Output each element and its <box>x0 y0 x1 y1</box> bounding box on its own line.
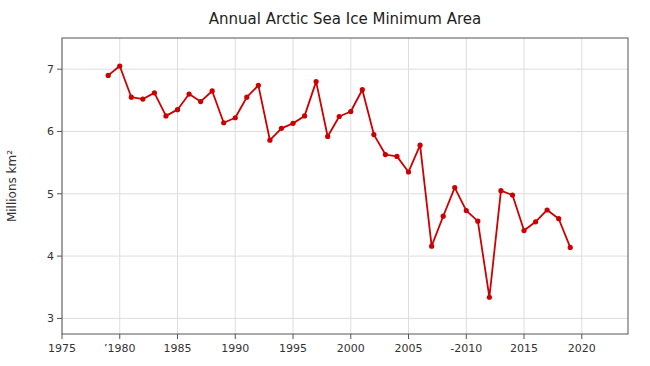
grid-line <box>293 38 294 334</box>
point <box>244 95 249 100</box>
axes: 3 4 5 6 7 1975 ’1980 1985 1990 1995 2000​ 2005 ‐2010… <box>47 38 628 355</box>
point <box>394 154 399 159</box>
tick <box>57 193 62 194</box>
grid <box>62 38 628 334</box>
point <box>314 79 319 84</box>
point <box>498 188 503 193</box>
point <box>290 121 295 126</box>
point <box>464 208 469 213</box>
point <box>117 63 122 68</box>
series <box>106 63 573 299</box>
point <box>175 107 180 112</box>
point <box>325 134 330 139</box>
point <box>487 295 492 300</box>
tick-label: 2020 <box>568 342 596 355</box>
tick <box>293 334 294 339</box>
point <box>302 113 307 118</box>
point <box>233 115 238 120</box>
grid-line <box>62 131 628 132</box>
point <box>348 109 353 114</box>
grid-line <box>177 38 178 334</box>
point <box>521 228 526 233</box>
grid-line <box>408 38 409 334</box>
point <box>556 216 561 221</box>
point <box>186 91 191 96</box>
tick-label: 3 <box>47 312 54 325</box>
point <box>267 138 272 143</box>
tick-label: 4 <box>47 250 54 263</box>
tick-label: 1985 <box>164 342 192 355</box>
tick <box>57 318 62 319</box>
grid-line <box>235 38 236 334</box>
tick-label: 2000​ <box>337 342 365 355</box>
point <box>360 87 365 92</box>
point <box>106 73 111 78</box>
point <box>568 245 573 250</box>
point <box>279 126 284 131</box>
grid-line <box>62 69 628 70</box>
tick-label: 1995 <box>279 342 307 355</box>
point <box>510 192 515 197</box>
tick-label: ‐2010 <box>450 342 482 355</box>
point <box>210 88 215 93</box>
tick-label: 6 <box>47 125 54 138</box>
tick <box>466 334 467 339</box>
point <box>452 185 457 190</box>
tick <box>408 334 409 339</box>
plot-frame <box>62 38 628 334</box>
grid-line <box>62 193 628 194</box>
tick <box>57 256 62 257</box>
grid-line <box>581 38 582 334</box>
point <box>441 214 446 219</box>
point <box>475 219 480 224</box>
chart: 3 4 5 6 7 1975 ’1980 1985 1990 1995 2000​ 2005 ‐2010… <box>0 0 650 366</box>
grid-line <box>466 38 467 334</box>
point <box>533 219 538 224</box>
grid-line <box>524 38 525 334</box>
point <box>371 132 376 137</box>
point <box>429 244 434 249</box>
point <box>152 90 157 95</box>
grid-line <box>62 256 628 257</box>
point <box>406 169 411 174</box>
tick <box>524 334 525 339</box>
tick <box>581 334 582 339</box>
tick <box>177 334 178 339</box>
tick-label: ’1980 <box>104 342 136 355</box>
tick-label: 1990 <box>221 342 249 355</box>
point <box>163 113 168 118</box>
tick-label: 2015 <box>510 342 538 355</box>
title: Annual Arctic Sea Ice Minimum Area <box>209 10 482 28</box>
grid-line <box>119 38 120 334</box>
tick <box>350 334 351 339</box>
point <box>198 99 203 104</box>
point <box>337 114 342 119</box>
point <box>417 143 422 148</box>
grid-line <box>62 318 628 319</box>
point <box>383 152 388 157</box>
point <box>256 83 261 88</box>
tick <box>119 334 120 339</box>
tick-label: 7 <box>47 63 54 76</box>
axis-label: Millions km² <box>5 150 19 222</box>
point <box>545 207 550 212</box>
tick <box>235 334 236 339</box>
tick-label: 2005 <box>395 342 423 355</box>
tick <box>57 131 62 132</box>
tick-label: 1975 <box>48 342 76 355</box>
point <box>221 120 226 125</box>
line <box>108 66 570 297</box>
tick-label: 5 <box>47 188 54 201</box>
point <box>140 96 145 101</box>
point <box>129 95 134 100</box>
grid-line <box>350 38 351 334</box>
tick <box>62 334 63 339</box>
tick <box>57 69 62 70</box>
